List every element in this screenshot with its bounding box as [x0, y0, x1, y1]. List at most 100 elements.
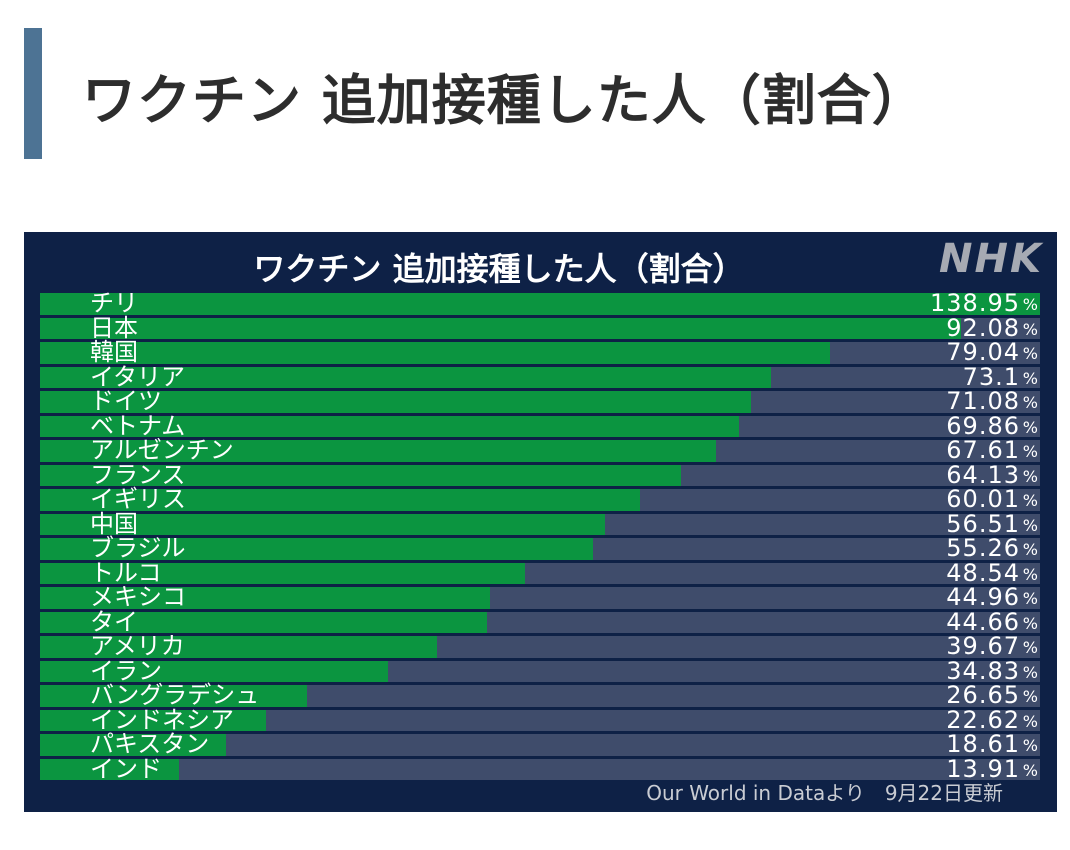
bar-row: メキシコ 44.96%: [40, 583, 1040, 611]
bar-row: ベトナム 69.86%: [40, 412, 1040, 440]
bar: [40, 636, 437, 658]
nhk-logo: NHK: [939, 236, 1043, 282]
chart-title: ワクチン 追加接種した人（割合）: [253, 250, 745, 288]
value-label: 67.61: [946, 436, 1020, 464]
category-label: アメリカ: [90, 632, 185, 660]
percent-sign: %: [1022, 540, 1038, 559]
bar-row: 韓国 79.04%: [40, 338, 1040, 366]
bar: [40, 293, 1040, 315]
category-label: 中国: [90, 509, 138, 538]
bar: [40, 489, 641, 511]
category-label: パキスタン: [90, 730, 210, 758]
bar: [40, 538, 593, 560]
bar: [40, 734, 227, 756]
value-label: 56.51: [946, 509, 1020, 538]
bar-row: チリ 138.95%: [40, 289, 1040, 317]
percent-sign: %: [1022, 711, 1038, 731]
category-label: インドネシア: [90, 705, 234, 734]
bar: [40, 415, 739, 437]
value-label: 44.96: [946, 583, 1020, 611]
bar: [40, 660, 389, 682]
bar-row: イギリス 60.01%: [40, 485, 1040, 513]
category-label: バングラデシュ: [90, 681, 260, 709]
percent-sign: %: [1022, 368, 1038, 388]
bar: [40, 709, 267, 731]
bar-row: 中国 56.51%: [40, 510, 1040, 538]
category-label: 韓国: [90, 338, 138, 366]
bar-row: フランス 64.13%: [40, 461, 1040, 489]
value-label: 55.26: [946, 534, 1020, 562]
source-note: Our World in Dataより 9月22日更新: [646, 781, 1003, 805]
category-label: フランス: [90, 460, 186, 489]
percent-sign: %: [1022, 760, 1038, 780]
category-label: チリ: [90, 289, 138, 317]
bar: [40, 317, 961, 339]
percent-sign: %: [1022, 515, 1038, 535]
value-label: 26.65: [946, 681, 1020, 709]
category-label: イラン: [90, 656, 162, 685]
bar: [40, 562, 526, 584]
bar-row: パキスタン 18.61%: [40, 730, 1040, 758]
bar: [40, 342, 831, 364]
category-label: メキシコ: [90, 583, 186, 611]
value-label: 18.61: [946, 730, 1020, 758]
value-label: 13.91: [946, 754, 1020, 783]
percent-sign: %: [1022, 442, 1038, 461]
percent-sign: %: [1022, 319, 1038, 339]
value-label: 92.08: [946, 313, 1020, 342]
percent-sign: %: [1022, 491, 1038, 510]
bar-row: イラン 34.83%: [40, 657, 1040, 685]
percent-sign: %: [1022, 589, 1038, 608]
value-label: 22.62: [946, 705, 1020, 734]
bar-row: バングラデシュ 26.65%: [40, 681, 1040, 709]
value-label: 138.95: [930, 289, 1020, 317]
bar-row: トルコ 48.54%: [40, 559, 1040, 587]
bar: [40, 391, 751, 413]
percent-sign: %: [1022, 466, 1038, 486]
value-label: 71.08: [946, 387, 1020, 415]
bar: [40, 758, 180, 780]
heading-accent-bar: [24, 28, 42, 159]
category-label: ドイツ: [90, 387, 162, 415]
bar-row: インド 13.91%: [40, 755, 1040, 783]
bar: [40, 513, 606, 535]
bar-row: タイ 44.66%: [40, 608, 1040, 636]
category-label: アルゼンチン: [90, 436, 234, 464]
category-label: インド: [90, 754, 162, 783]
bar: [40, 464, 682, 486]
percent-sign: %: [1022, 736, 1038, 755]
bar-rows: チリ 138.95% 日本 92.08% 韓国 79.04% イタリア 73.1% ドイツ 71.…: [40, 289, 1040, 783]
category-label: イギリス: [90, 485, 186, 513]
percent-sign: %: [1022, 564, 1038, 584]
bar-row: 日本 92.08%: [40, 314, 1040, 342]
value-label: 73.1: [962, 362, 1020, 391]
bar-row: アメリカ 39.67%: [40, 632, 1040, 660]
value-label: 60.01: [946, 485, 1020, 513]
percent-sign: %: [1022, 613, 1038, 633]
value-label: 44.66: [946, 607, 1020, 636]
bar: [40, 366, 771, 388]
percent-sign: %: [1022, 344, 1038, 363]
bar-track: [40, 758, 1040, 780]
bar-row: ドイツ 71.08%: [40, 387, 1040, 415]
value-label: 69.86: [946, 411, 1020, 440]
category-label: イタリア: [90, 362, 186, 391]
value-label: 64.13: [946, 460, 1020, 489]
category-label: タイ: [90, 607, 138, 636]
chart-panel: ワクチン 追加接種した人（割合） NHK チリ 138.95% 日本 92.08% 韓国…: [24, 232, 1057, 812]
bar: [40, 440, 717, 462]
bar: [40, 611, 487, 633]
percent-sign: %: [1022, 638, 1038, 657]
bar: [40, 587, 490, 609]
bar-row: アルゼンチン 67.61%: [40, 436, 1040, 464]
percent-sign: %: [1022, 687, 1038, 706]
category-label: 日本: [90, 313, 138, 342]
bar-row: イタリア 73.1%: [40, 363, 1040, 391]
bar: [40, 685, 307, 707]
value-label: 79.04: [946, 338, 1020, 366]
value-label: 39.67: [946, 632, 1020, 660]
bar-row: インドネシア 22.62%: [40, 706, 1040, 734]
bar-track: [40, 709, 1040, 731]
bar-track: [40, 734, 1040, 756]
category-label: ブラジル: [90, 534, 186, 562]
